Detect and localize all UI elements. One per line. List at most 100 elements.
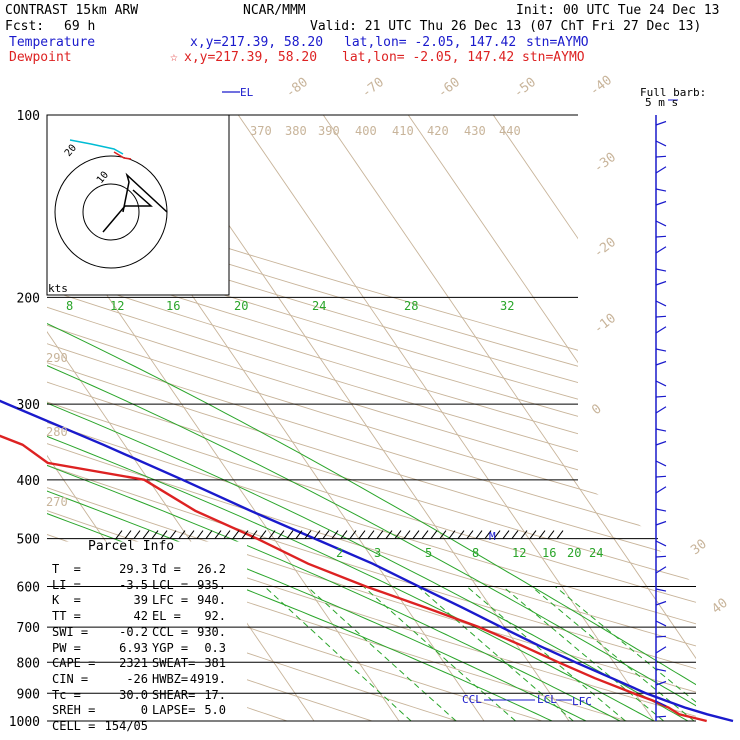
isotherm-label: -40 xyxy=(587,73,615,99)
pressure-tick-label: 400 xyxy=(17,474,40,489)
mixing-ratio-label: 8 xyxy=(472,546,479,560)
wind-barb xyxy=(655,440,667,446)
isotherm-label: 40 xyxy=(709,596,731,617)
hatch-mark xyxy=(124,530,132,539)
hodograph-ring-inner xyxy=(82,183,140,241)
hatch-mark xyxy=(421,530,429,539)
hatch-mark xyxy=(223,530,231,539)
wind-barb xyxy=(655,475,667,478)
moist-adiabat-label: 32 xyxy=(500,299,514,313)
mixing-ratio-label: 5 xyxy=(425,546,432,560)
wind-barb xyxy=(655,620,667,627)
hatch-mark xyxy=(313,530,321,539)
wind-barb xyxy=(655,120,667,126)
wind-barb xyxy=(655,508,667,512)
hatch-mark xyxy=(547,530,555,539)
barb-unit-label: 5 m s xyxy=(645,96,679,109)
parcel-info-cell: 4919. xyxy=(189,671,226,686)
lfc-label: LFC xyxy=(572,695,592,708)
pressure-tick-label: 600 xyxy=(17,581,40,596)
hatch-mark xyxy=(277,530,285,539)
dewpoint-station: stn=AYMO xyxy=(522,50,585,65)
isotherm-line xyxy=(322,115,696,721)
isotherm-label: 30 xyxy=(688,537,710,558)
wind-barb xyxy=(655,460,667,467)
hatch-mark xyxy=(448,530,456,539)
isotherm-line xyxy=(237,115,655,721)
wind-barb xyxy=(655,200,667,206)
pressure-tick-label: 800 xyxy=(17,656,40,671)
pressure-tick-label: 500 xyxy=(17,533,40,548)
pressure-tick-label: 700 xyxy=(17,621,40,636)
model-title: CONTRAST 15km ARW xyxy=(5,3,139,18)
dry-adiabat xyxy=(47,115,696,721)
temperature-legend: Temperature xyxy=(9,35,96,50)
moist-adiabat-label: 24 xyxy=(312,299,326,313)
hatch-mark xyxy=(385,530,393,539)
mixing-ratio-label: 24 xyxy=(589,546,603,560)
dewpoint-xy: x,y=217.39, 58.20 xyxy=(184,50,318,65)
isotherm-label: -70 xyxy=(359,75,387,101)
hatch-mark xyxy=(178,530,186,539)
parcel-info-cell: 5.0 xyxy=(204,703,226,718)
wind-barb xyxy=(655,588,667,592)
dry-adiabat xyxy=(47,115,696,721)
parcel-info-cell: CELL = xyxy=(52,719,96,733)
dry-adiabat xyxy=(47,115,458,721)
hatch-mark xyxy=(520,530,528,539)
theta-label: 410 xyxy=(392,124,414,138)
theta-label: 380 xyxy=(285,124,307,138)
forecast-label: Fcst: xyxy=(5,19,45,34)
hatch-mark xyxy=(295,530,303,539)
parcel-info-cell: TT = xyxy=(52,609,81,624)
hatch-mark xyxy=(349,530,357,539)
dewpoint-profile xyxy=(0,434,707,723)
wind-barb xyxy=(655,268,667,272)
parcel-info-cell: -26 xyxy=(126,671,148,686)
moist-adiabat-label: 16 xyxy=(166,299,180,313)
moist-adiabat-label: 12 xyxy=(110,299,124,313)
parcel-info-cell: CIN = xyxy=(52,671,89,686)
hatch-mark xyxy=(376,530,384,539)
dry-adiabat xyxy=(47,115,696,721)
mixing-ratio-label: 20 xyxy=(567,546,581,560)
theta-label: 370 xyxy=(250,124,272,138)
temperature-latlon: lat,lon= -2.05, 147.42 xyxy=(344,35,517,50)
parcel-info-cell: -3.5 xyxy=(119,577,148,592)
dry-adiabat xyxy=(47,115,696,721)
dry-adiabat xyxy=(47,115,696,721)
wind-barb xyxy=(655,188,667,192)
wind-barb xyxy=(655,395,667,398)
dewpoint-latlon: lat,lon= -2.05, 147.42 xyxy=(342,50,515,65)
parcel-info-cell: SREH = xyxy=(52,703,96,718)
parcel-info-cell: 0.3 xyxy=(204,640,226,655)
hatch-mark xyxy=(367,530,375,539)
parcel-info-cell: SWI = xyxy=(52,624,89,639)
parcel-info-cell: LI = xyxy=(52,577,81,592)
theta-label: 440 xyxy=(499,124,521,138)
pressure-tick-label: 1000 xyxy=(9,715,40,730)
hatch-mark xyxy=(160,530,168,539)
dry-adiabat xyxy=(47,115,696,721)
pressure-tick-label: 100 xyxy=(17,109,40,124)
parcel-info-cell: PW = xyxy=(52,640,81,655)
parcel-info-cell: HWBZ= xyxy=(152,671,189,686)
dry-adiabat xyxy=(47,115,696,721)
wind-barb xyxy=(655,360,667,366)
lcl-label: LCL xyxy=(537,693,557,706)
wind-barb xyxy=(655,486,667,494)
hatch-mark xyxy=(502,530,510,539)
hodograph-trace-low xyxy=(122,172,168,213)
parcel-info-cell: 154/05 xyxy=(104,719,148,733)
hatch-mark xyxy=(538,530,546,539)
hatch-mark xyxy=(196,530,204,539)
hatch-mark xyxy=(250,530,258,539)
parcel-info-cell: 381 xyxy=(204,656,226,671)
hatch-mark xyxy=(529,530,537,539)
pressure-tick-label: 300 xyxy=(17,398,40,413)
parcel-info-cell: 2321 xyxy=(119,656,148,671)
parcel-info-box xyxy=(47,541,247,721)
parcel-info-cell: LAPSE= xyxy=(152,703,196,718)
parcel-info-cell: SHEAR= xyxy=(152,687,196,702)
parcel-info-title: Parcel Info xyxy=(88,539,175,554)
